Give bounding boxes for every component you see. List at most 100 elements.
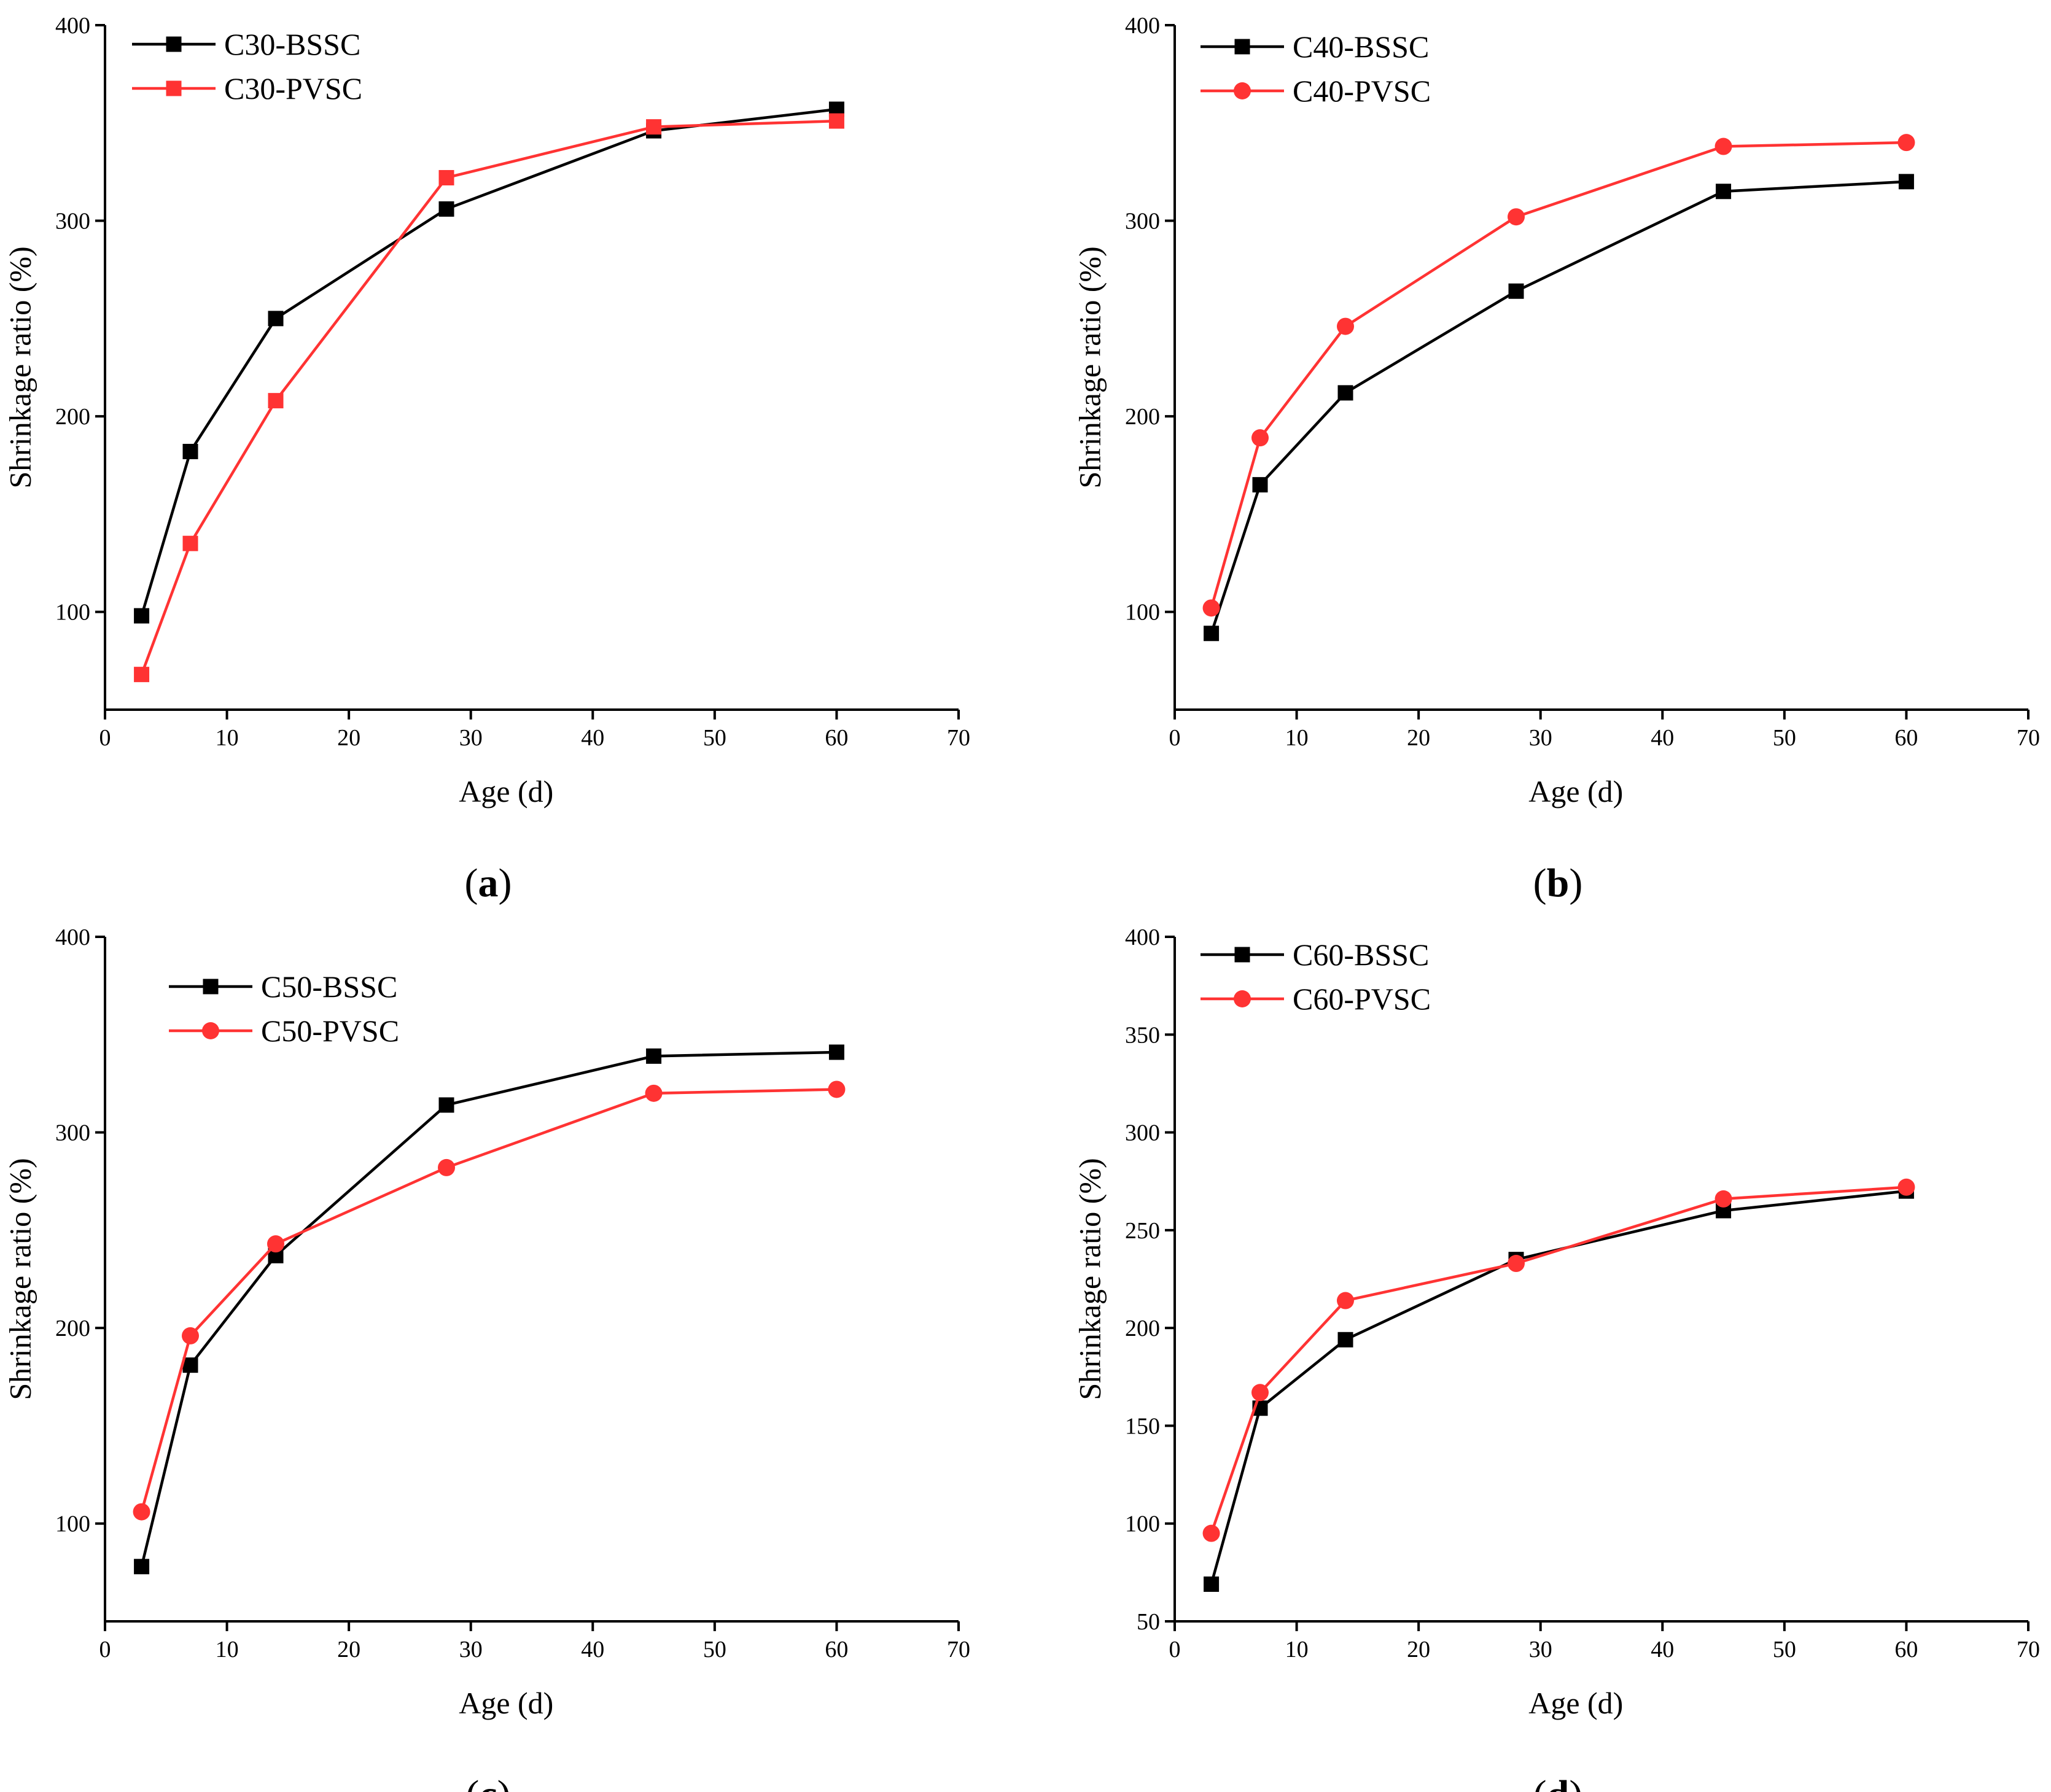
y-tick-label: 350 bbox=[1125, 1022, 1160, 1048]
data-point bbox=[133, 1503, 150, 1521]
x-tick-label: 0 bbox=[1169, 1637, 1181, 1662]
series-line bbox=[140, 107, 837, 616]
x-tick-label: 60 bbox=[1894, 725, 1918, 751]
x-tick-label: 10 bbox=[1285, 725, 1309, 751]
data-point bbox=[1202, 599, 1220, 617]
data-point bbox=[1251, 1384, 1269, 1402]
data-point bbox=[182, 1357, 198, 1373]
data-point bbox=[1508, 283, 1524, 299]
x-tick-label: 50 bbox=[703, 725, 726, 751]
x-axis-title: Age (d) bbox=[1528, 774, 1623, 809]
y-tick-label: 250 bbox=[1125, 1218, 1160, 1244]
y-tick-label: 400 bbox=[55, 13, 90, 39]
series-C40-PVSC bbox=[1202, 134, 1915, 617]
legend-marker bbox=[166, 36, 182, 52]
x-tick-label: 0 bbox=[99, 1637, 111, 1662]
y-tick-label: 100 bbox=[55, 1511, 90, 1537]
legend-entry: C60-PVSC bbox=[1201, 982, 1431, 1016]
x-tick-label: 50 bbox=[1773, 1637, 1796, 1662]
data-point bbox=[268, 393, 284, 409]
y-tick-label: 200 bbox=[55, 404, 90, 430]
x-tick-label: 20 bbox=[337, 725, 360, 751]
data-point bbox=[1337, 317, 1354, 335]
data-point bbox=[268, 311, 284, 327]
legend-marker bbox=[1234, 82, 1251, 99]
data-point bbox=[438, 1158, 455, 1176]
data-point bbox=[438, 201, 454, 217]
data-point bbox=[828, 113, 844, 129]
legend-entry: C50-PVSC bbox=[169, 1014, 399, 1048]
y-tick-label: 200 bbox=[55, 1316, 90, 1341]
legend-entry: C40-PVSC bbox=[1201, 74, 1431, 108]
y-axis-title: Shrinkage ratio (%) bbox=[1072, 246, 1107, 488]
y-tick-label: 50 bbox=[1137, 1609, 1160, 1635]
x-tick-label: 50 bbox=[1773, 725, 1796, 751]
series-C60-BSSC bbox=[1204, 1183, 1914, 1592]
panel-caption: (c) bbox=[465, 1772, 510, 1792]
data-point bbox=[646, 119, 662, 135]
legend-marker bbox=[202, 1022, 219, 1039]
legend-label: C40-PVSC bbox=[1293, 74, 1431, 108]
legend-marker bbox=[166, 80, 182, 96]
series-line bbox=[1210, 180, 1907, 634]
data-point bbox=[1202, 1524, 1220, 1542]
x-tick-label: 10 bbox=[1285, 1637, 1309, 1662]
y-tick-label: 200 bbox=[1125, 1316, 1160, 1341]
data-point bbox=[1337, 1292, 1354, 1309]
y-tick-label: 150 bbox=[1125, 1413, 1160, 1439]
data-point bbox=[1337, 385, 1353, 401]
x-tick-label: 30 bbox=[459, 725, 483, 751]
y-axis-title: Shrinkage ratio (%) bbox=[1072, 1158, 1107, 1400]
series-line bbox=[1210, 141, 1907, 608]
legend-marker bbox=[1234, 990, 1251, 1007]
x-tick-label: 70 bbox=[947, 725, 970, 751]
y-tick-label: 300 bbox=[1125, 209, 1160, 235]
series-line bbox=[1210, 1189, 1907, 1585]
x-tick-label: 10 bbox=[216, 725, 239, 751]
panel-caption: (b) bbox=[1533, 861, 1583, 906]
y-tick-label: 100 bbox=[1125, 600, 1160, 626]
legend-label: C60-BSSC bbox=[1293, 937, 1429, 972]
x-tick-label: 40 bbox=[1651, 725, 1674, 751]
data-point bbox=[1204, 626, 1220, 642]
x-tick-label: 20 bbox=[337, 1637, 360, 1662]
y-tick-label: 400 bbox=[55, 925, 90, 950]
x-tick-label: 40 bbox=[581, 1637, 604, 1662]
series-line bbox=[140, 1088, 837, 1513]
x-axis-title: Age (d) bbox=[459, 774, 553, 809]
legend-marker bbox=[203, 979, 219, 995]
data-point bbox=[828, 1080, 846, 1098]
data-point bbox=[1204, 1576, 1220, 1592]
panel-caption: (d) bbox=[1533, 1772, 1583, 1792]
chart-panel-d: 0 10 20 30 40 50 60 70 50 100 150 200 250 300 350 400 Ag… bbox=[1072, 925, 2040, 1792]
series-C50-PVSC bbox=[133, 1080, 846, 1521]
data-point bbox=[182, 443, 198, 459]
x-tick-label: 30 bbox=[1529, 1637, 1552, 1662]
data-point bbox=[182, 1327, 199, 1344]
x-tick-label: 40 bbox=[1651, 1637, 1674, 1662]
data-point bbox=[645, 1084, 663, 1102]
legend-marker bbox=[1234, 39, 1250, 55]
legend-entry: C30-BSSC bbox=[132, 27, 360, 61]
data-point bbox=[438, 169, 454, 185]
data-point bbox=[267, 1235, 284, 1253]
legend-entry: C60-BSSC bbox=[1201, 937, 1429, 972]
legend-label: C30-PVSC bbox=[224, 71, 362, 106]
y-tick-label: 100 bbox=[1125, 1511, 1160, 1537]
y-tick-label: 100 bbox=[55, 600, 90, 626]
data-point bbox=[1508, 208, 1525, 226]
y-tick-label: 300 bbox=[1125, 1120, 1160, 1146]
panel-caption: (a) bbox=[465, 861, 512, 906]
legend-entry: C30-PVSC bbox=[132, 71, 362, 106]
x-tick-label: 70 bbox=[2017, 1637, 2040, 1662]
series-C40-BSSC bbox=[1204, 174, 1914, 642]
y-tick-label: 300 bbox=[55, 1120, 90, 1146]
data-point bbox=[828, 1044, 844, 1060]
x-tick-label: 10 bbox=[216, 1637, 239, 1662]
y-tick-label: 400 bbox=[1125, 13, 1160, 39]
x-axis-title: Age (d) bbox=[459, 1686, 553, 1720]
series-C50-BSSC bbox=[134, 1044, 844, 1575]
x-tick-label: 60 bbox=[825, 725, 848, 751]
x-tick-label: 30 bbox=[1529, 725, 1552, 751]
